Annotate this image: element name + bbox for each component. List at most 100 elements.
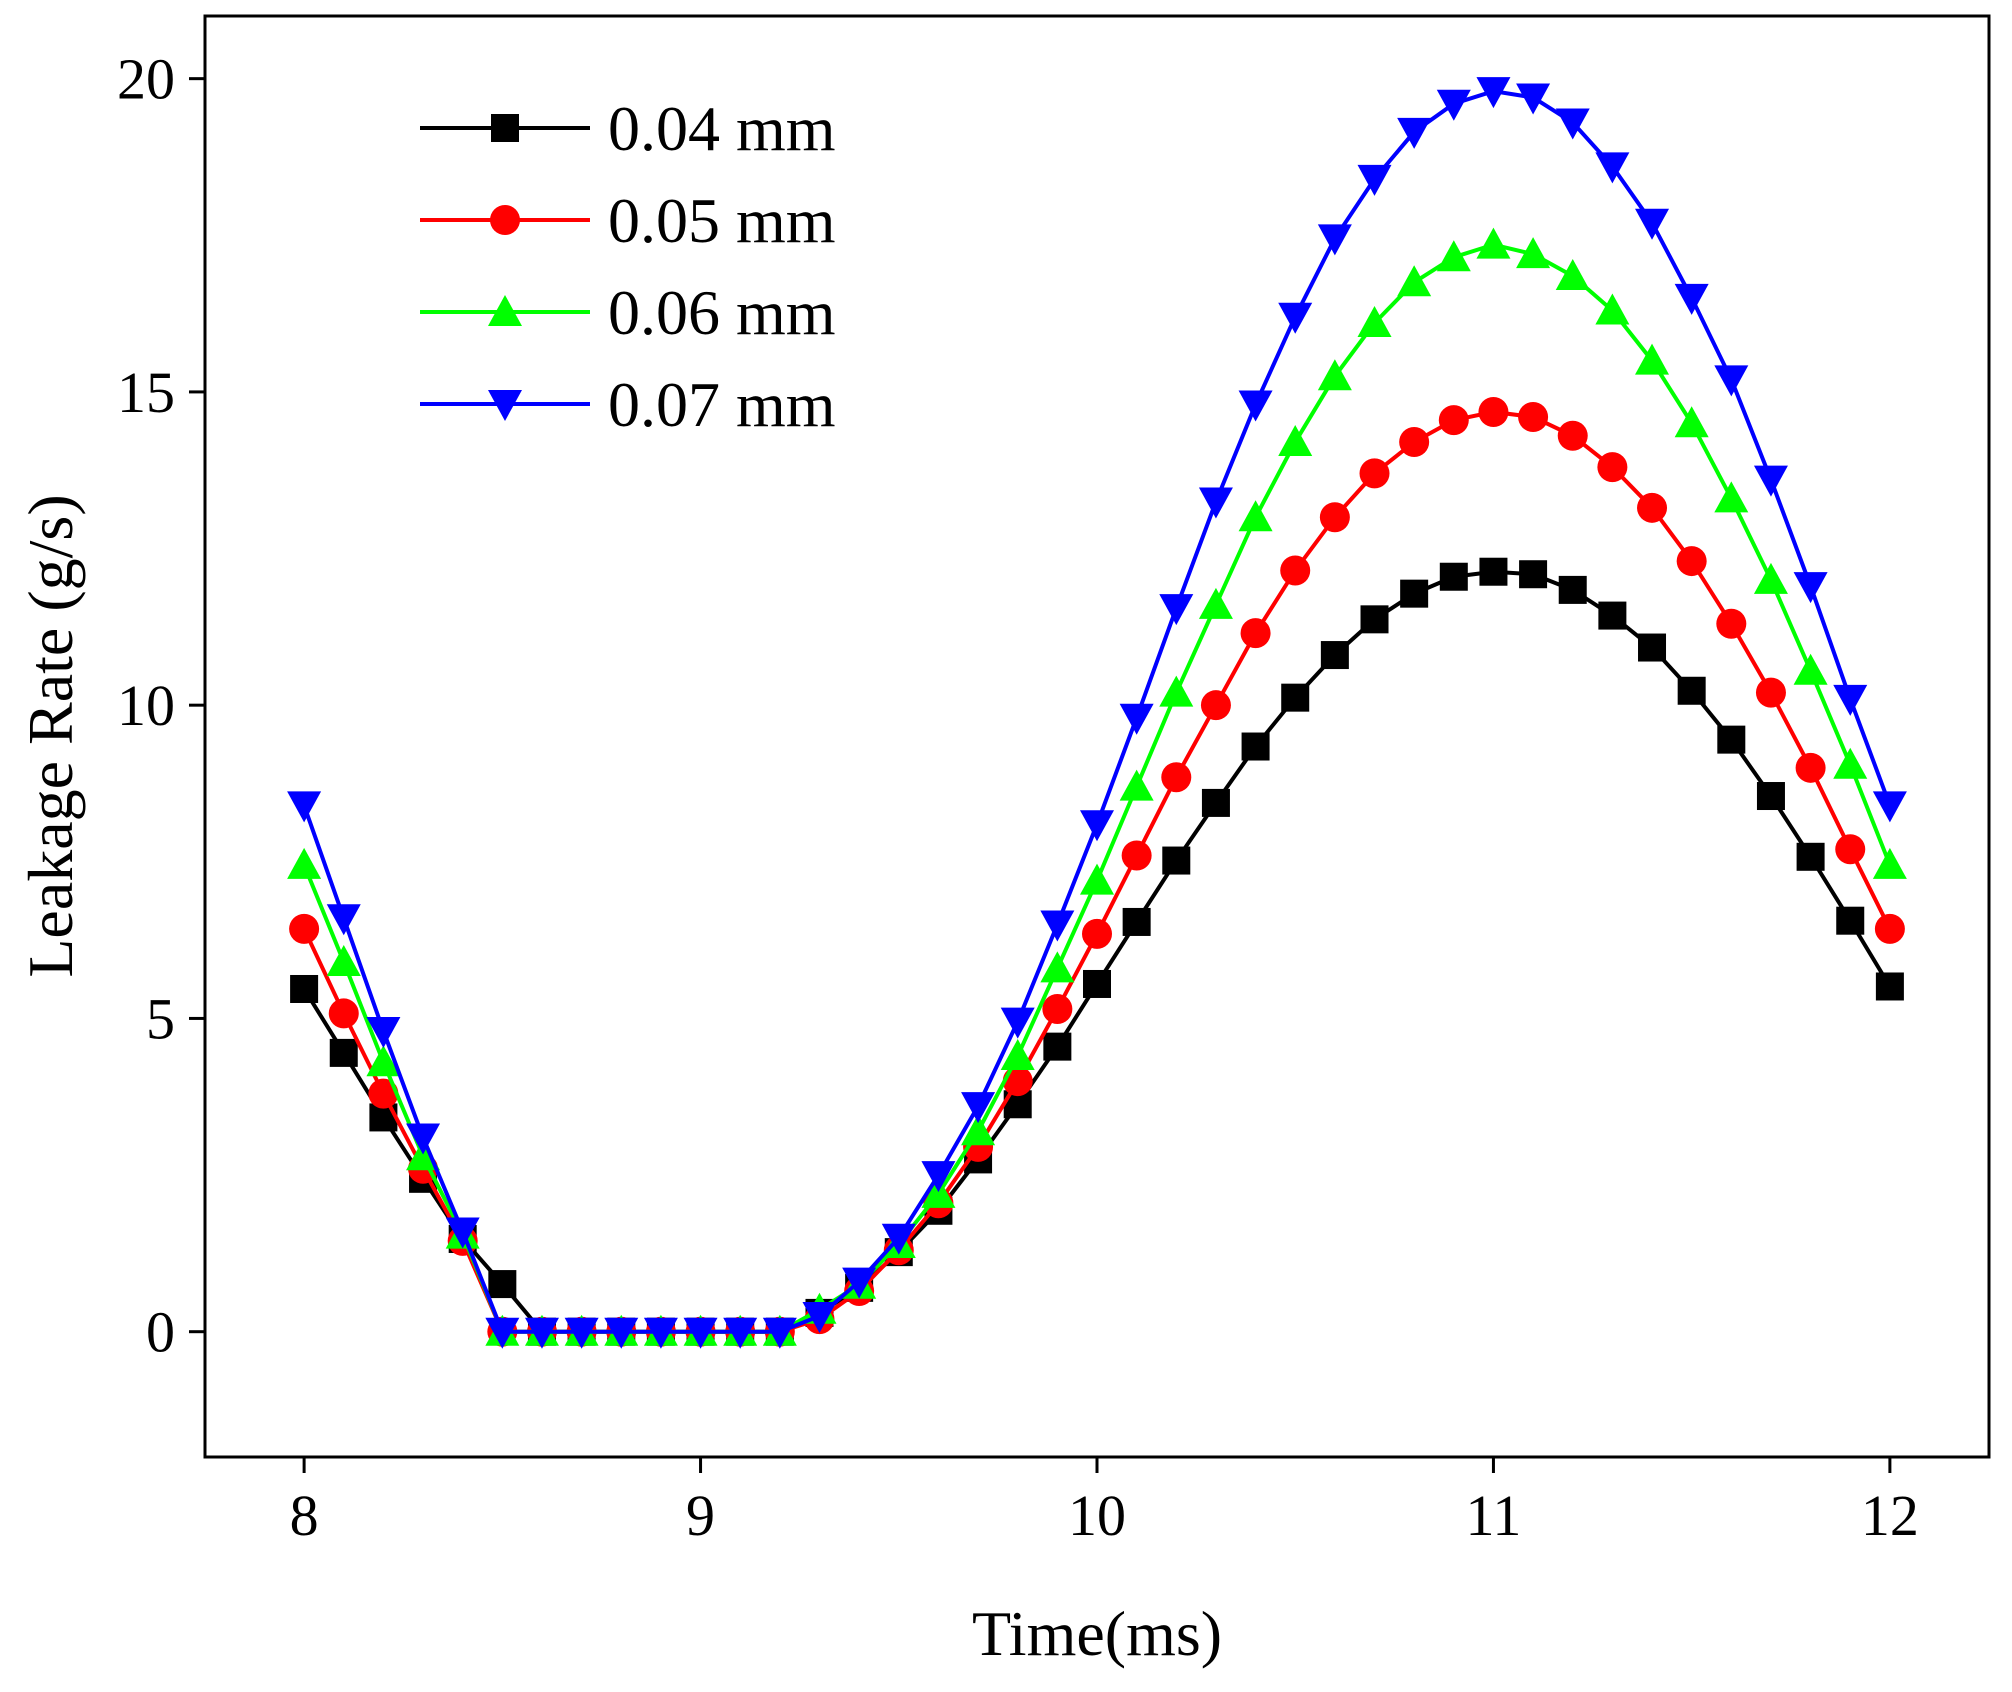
square-marker <box>1717 725 1746 754</box>
triangle-down-marker <box>564 1317 599 1349</box>
triangle-down-marker <box>961 1092 996 1124</box>
x-tick-label: 12 <box>1861 1483 1919 1548</box>
circle-marker <box>1280 555 1311 586</box>
x-tick-label: 8 <box>290 1483 319 1548</box>
triangle-down-marker <box>1793 572 1828 604</box>
triangle-up-marker <box>1714 481 1749 513</box>
circle-marker <box>289 913 320 944</box>
series-0-07-mm <box>287 77 1907 1349</box>
legend-label: 0.05 mm <box>608 185 836 256</box>
circle-marker <box>368 1078 399 1109</box>
square-marker <box>290 974 319 1003</box>
square-marker <box>1439 562 1468 591</box>
circle-marker <box>1002 1066 1033 1097</box>
triangle-up-marker <box>1872 847 1907 879</box>
circle-marker <box>1161 762 1192 793</box>
triangle-up-marker <box>1397 265 1432 297</box>
triangle-up-marker <box>1555 259 1590 291</box>
triangle-down-marker <box>683 1317 718 1349</box>
triangle-down-marker <box>1753 465 1788 497</box>
triangle-up-marker <box>1793 653 1828 685</box>
series-line <box>302 242 1892 1334</box>
square-marker <box>1677 676 1706 705</box>
triangle-down-marker <box>1278 302 1313 334</box>
square-marker <box>1756 782 1785 811</box>
triangle-down-marker <box>1555 108 1590 140</box>
plot-frame <box>203 14 1991 1459</box>
triangle-down-marker <box>1833 684 1868 716</box>
legend-label: 0.04 mm <box>608 93 836 164</box>
legend-label: 0.06 mm <box>608 277 836 348</box>
square-marker <box>1875 972 1904 1001</box>
y-tick-label: 0 <box>146 1300 175 1365</box>
triangle-down-marker <box>1397 117 1432 149</box>
square-marker <box>1043 1032 1072 1061</box>
triangle-down-marker <box>1714 365 1749 397</box>
circle-marker <box>490 205 520 235</box>
circle-marker <box>1835 834 1866 865</box>
square-marker <box>1558 575 1587 604</box>
triangle-up-marker <box>1635 343 1670 375</box>
circle-marker <box>1518 401 1549 432</box>
circle-marker <box>1676 546 1707 577</box>
triangle-up-marker <box>1040 951 1075 983</box>
legend: 0.04 mm 0.05 mm 0.06 mm 0.07 mm <box>420 93 836 440</box>
triangle-up-marker <box>1198 587 1233 619</box>
square-marker <box>1400 579 1429 608</box>
series-group <box>287 77 1907 1349</box>
triangle-up-marker <box>1476 227 1511 259</box>
circle-marker <box>1240 618 1271 649</box>
triangle-down-marker <box>1516 83 1551 115</box>
square-marker <box>1320 641 1349 670</box>
triangle-down-marker <box>1080 810 1114 842</box>
triangle-down-marker <box>1436 89 1471 121</box>
series-0-06-mm <box>287 227 1907 1346</box>
circle-marker <box>1200 690 1231 721</box>
triangle-down-marker <box>1595 152 1630 184</box>
triangle-up-marker <box>1595 293 1630 325</box>
circle-marker <box>328 998 359 1029</box>
triangle-down-marker <box>762 1317 797 1349</box>
y-tick-label: 5 <box>146 986 175 1051</box>
triangle-down-marker <box>1476 77 1511 109</box>
square-marker <box>329 1038 358 1067</box>
circle-marker <box>1438 405 1469 436</box>
triangle-up-marker <box>1674 406 1709 438</box>
triangle-up-marker <box>1516 237 1551 269</box>
x-tick-label: 9 <box>686 1483 715 1548</box>
square-marker <box>1083 969 1111 998</box>
triangle-down-marker <box>326 904 361 936</box>
triangle-up-marker <box>366 1045 401 1077</box>
triangle-down-marker <box>1198 487 1233 519</box>
x-axis-label: Time(ms) <box>972 1598 1222 1669</box>
square-marker <box>1519 560 1548 589</box>
triangle-up-marker <box>488 295 522 326</box>
triangle-down-marker <box>287 791 322 823</box>
series-line <box>302 569 1892 1334</box>
triangle-down-marker <box>1674 283 1709 315</box>
triangle-down-marker <box>802 1302 837 1334</box>
triangle-down-marker <box>604 1317 639 1349</box>
triangle-up-marker <box>326 945 361 977</box>
triangle-down-marker <box>1119 703 1154 735</box>
circle-marker <box>1478 396 1509 427</box>
circle-marker <box>1082 918 1112 949</box>
triangle-down-marker <box>881 1223 916 1255</box>
circle-marker <box>1042 994 1073 1025</box>
y-tick-label: 10 <box>117 673 175 738</box>
triangle-down-marker <box>1040 910 1075 942</box>
axis-ticks: 8 9 10 11 12 0 5 10 15 20 <box>117 47 1919 1548</box>
triangle-down-marker <box>485 1317 520 1349</box>
series-line <box>302 89 1892 1334</box>
square-marker <box>1479 557 1508 586</box>
triangle-down-marker <box>1872 791 1907 823</box>
square-marker <box>1360 605 1389 634</box>
triangle-down-marker <box>921 1161 956 1193</box>
triangle-up-marker <box>1833 747 1868 779</box>
square-marker <box>1162 846 1191 875</box>
circle-marker <box>1319 502 1350 533</box>
triangle-down-marker <box>488 390 522 421</box>
triangle-up-marker <box>1317 359 1352 391</box>
triangle-down-marker <box>406 1123 441 1155</box>
